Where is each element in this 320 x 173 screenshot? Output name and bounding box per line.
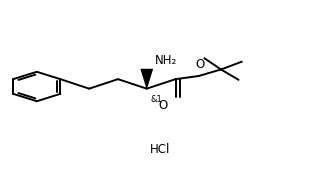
Text: NH₂: NH₂ [155,54,177,67]
Text: O: O [158,99,168,112]
Polygon shape [140,69,153,89]
Text: HCl: HCl [150,143,170,156]
Text: O: O [196,58,205,71]
Text: &1: &1 [151,95,162,104]
